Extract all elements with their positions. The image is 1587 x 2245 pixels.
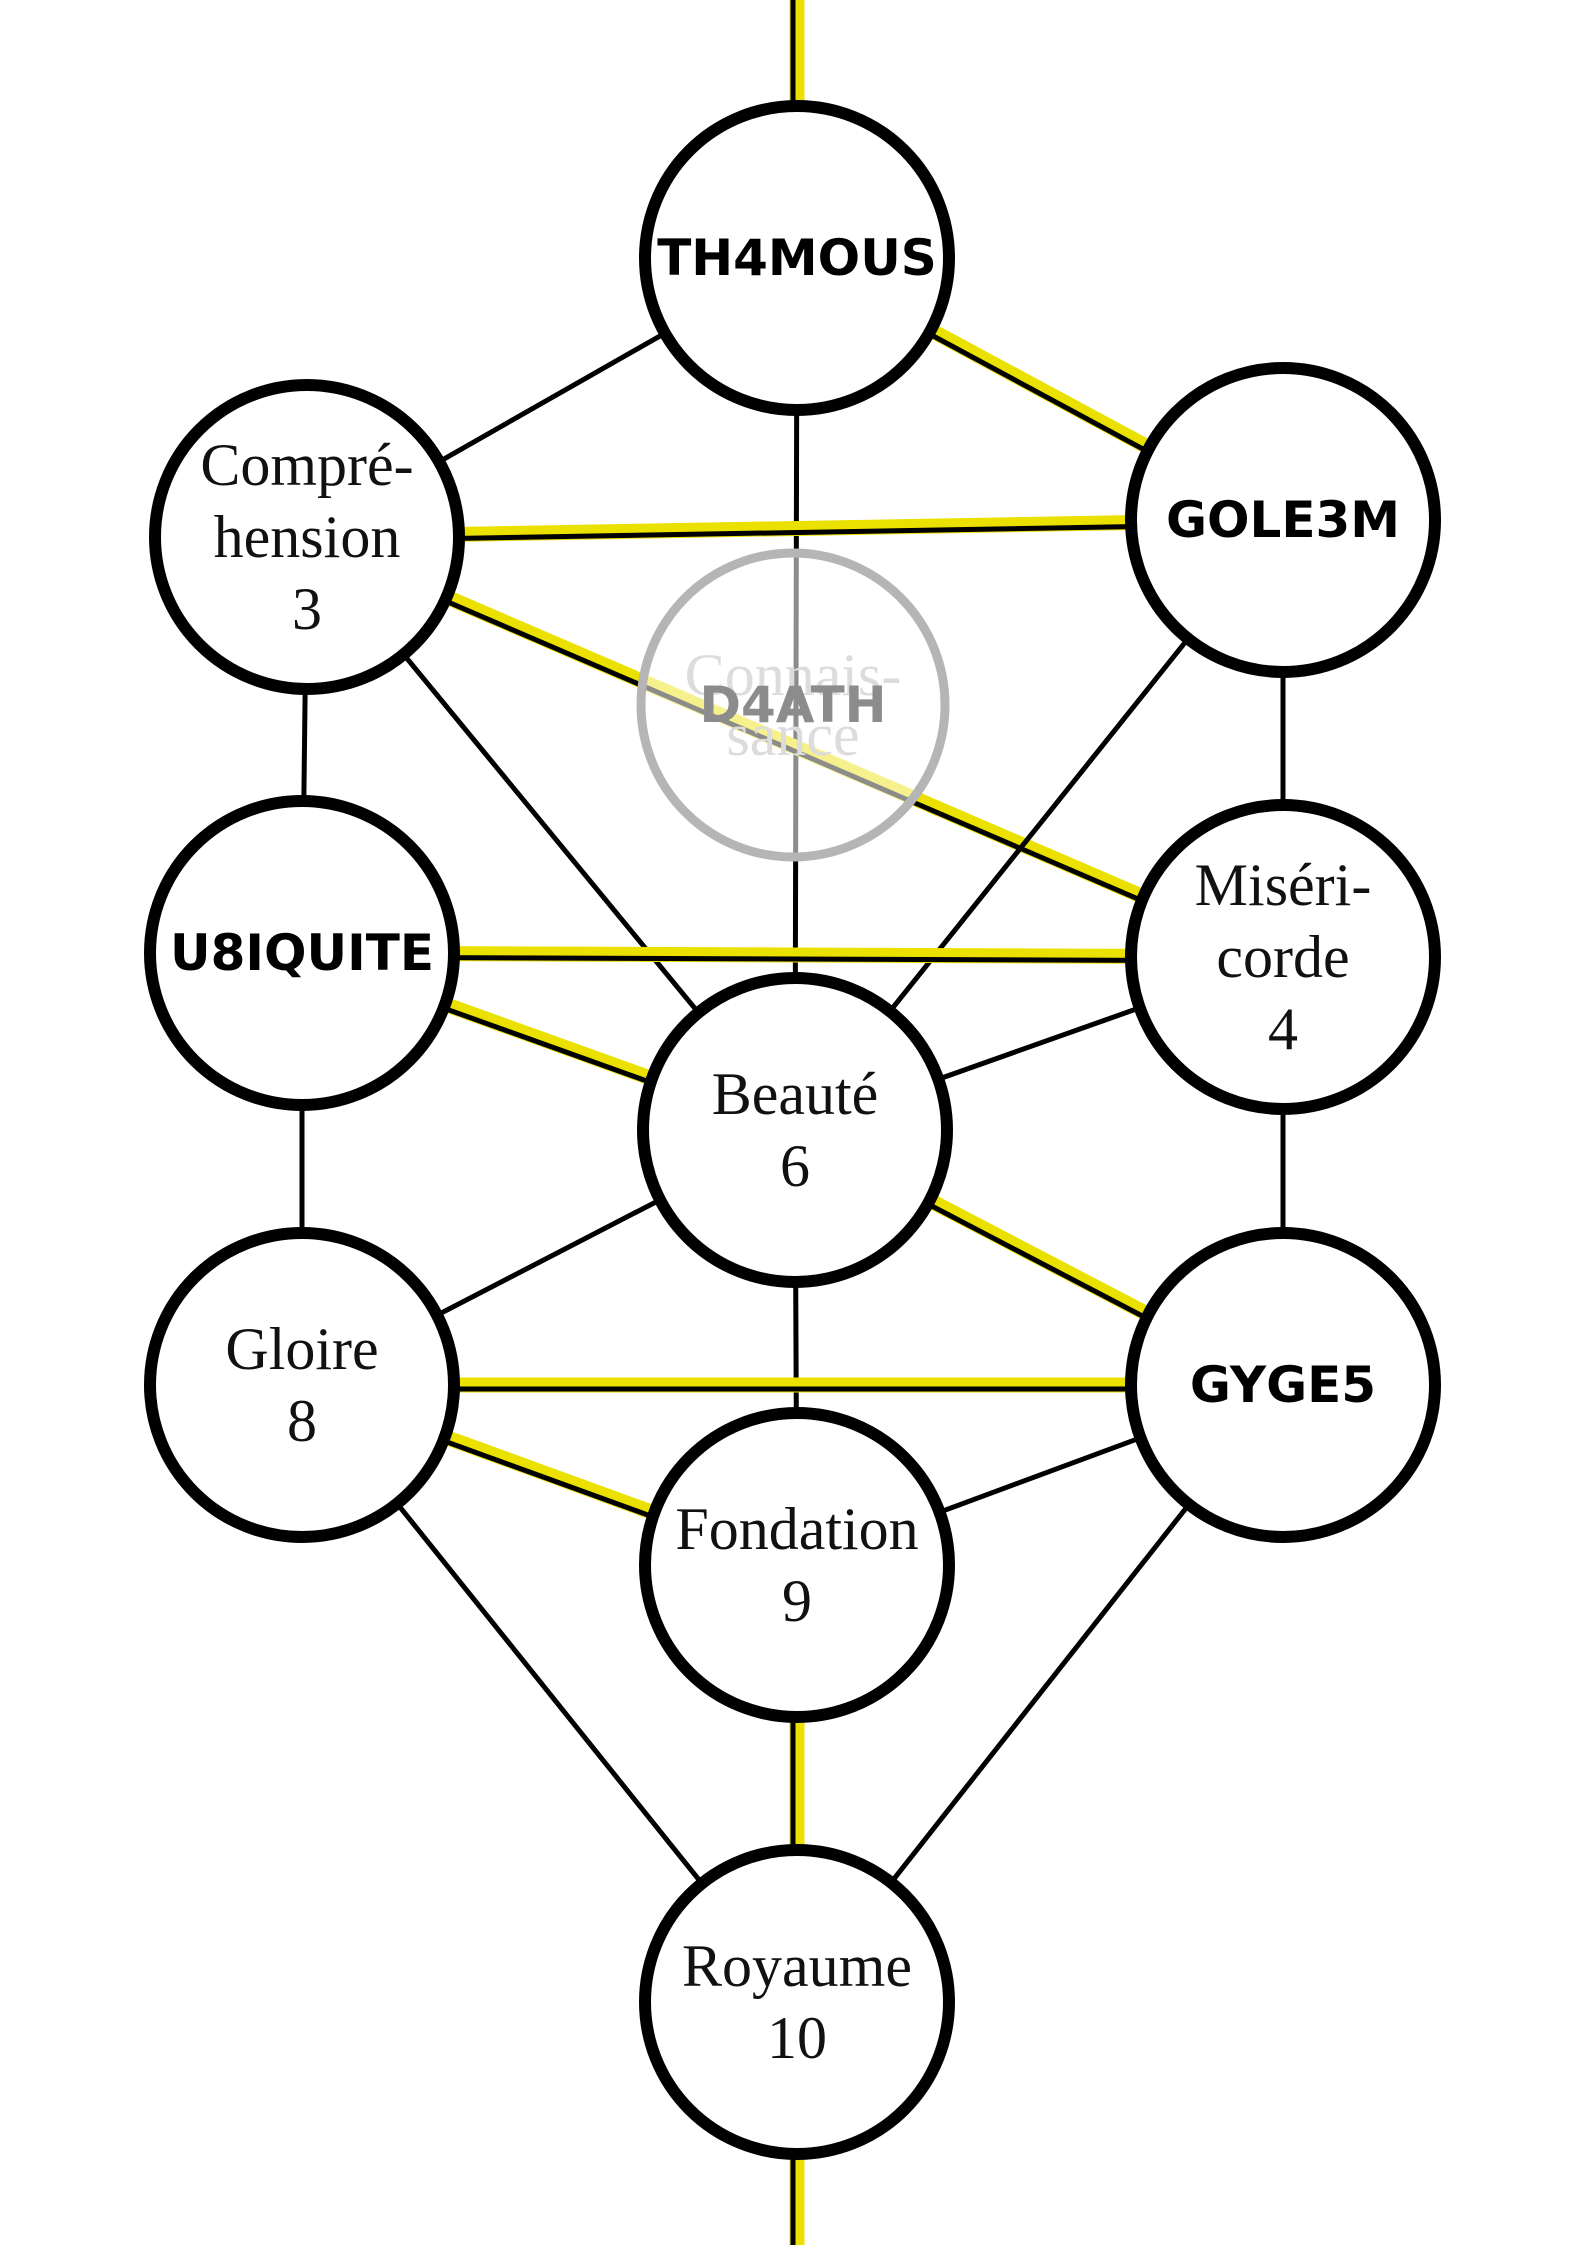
edge-n3-n2 [306,512,1284,545]
node-n7: GYGE5 [1125,1227,1441,1543]
node-label: hension [214,504,401,570]
edge-n8-n7 [302,1377,1283,1393]
node-label: Beauté [712,1061,879,1127]
node-circle [1125,1227,1441,1543]
edge-line [301,954,1283,964]
node-label: GOLE3M [1166,491,1400,549]
node-underlay-text: Connais- [685,642,902,708]
node-n2: GOLE3M [1125,362,1441,678]
node-circle [1125,799,1441,1115]
edge-n5-n4 [301,945,1284,965]
node-label: 6 [780,1133,810,1199]
edge-line [307,521,1284,544]
node-circle [1125,362,1441,678]
highlight-path [301,945,1284,965]
node-circle [144,1227,460,1543]
node-label: U8IQUITE [170,924,434,982]
highlight-path [306,512,1284,545]
node-n1: TH4MOUS [639,100,955,416]
node-circle [636,548,950,862]
node-label: 3 [292,576,322,642]
node-circle [639,1844,955,2160]
node-circle [639,1407,955,1723]
node-circle [144,795,460,1111]
node-label: Compré- [200,432,413,498]
node-circle [639,100,955,416]
node-label: 4 [1268,996,1298,1062]
node-underlay-text: sance [726,702,859,768]
node-label: Gloire [225,1316,378,1382]
node-label: corde [1216,924,1349,990]
node-circle [149,379,465,695]
node-label: 10 [767,2005,827,2071]
node-label: Fondation [675,1496,918,1562]
node-label: D4ATH [699,676,886,734]
node-n5: U8IQUITE [144,795,460,1111]
node-label: Royaume [682,1933,912,1999]
node-label: GYGE5 [1190,1356,1376,1414]
node-circle [637,972,953,1288]
node-label: 8 [287,1388,317,1454]
node-label: 9 [782,1568,812,1634]
node-label: TH4MOUS [657,229,937,287]
node-label: Miséri- [1195,852,1372,918]
